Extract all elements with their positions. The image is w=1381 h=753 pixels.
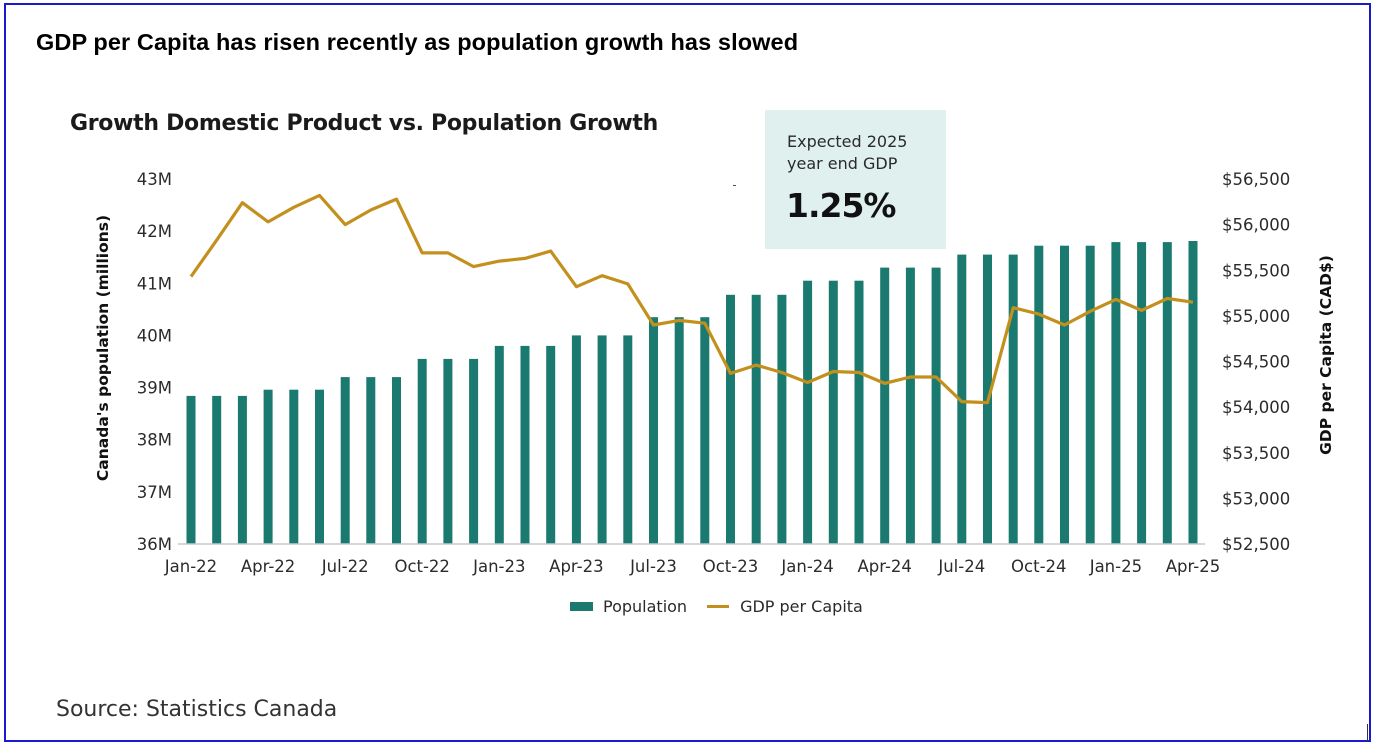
population-bar-apr-25: [1188, 241, 1198, 544]
legend: Population GDP per Capita: [570, 595, 863, 617]
population-bar-aug-22: [366, 377, 376, 544]
x-tick-label: Oct-24: [1011, 557, 1066, 576]
population-bar-mar-22: [237, 395, 247, 544]
left-tick-label: 40M: [137, 326, 172, 345]
population-bar-apr-24: [880, 267, 890, 544]
population-bars: [186, 241, 1198, 544]
callout-value: 1.25%: [786, 186, 896, 225]
x-tick-label: Jan-25: [1089, 557, 1142, 576]
right-tick-label: $54,500: [1222, 353, 1290, 372]
population-bar-may-23: [597, 335, 607, 544]
left-tick-label: 43M: [137, 170, 172, 189]
legend-swatch-gdp: [707, 604, 730, 608]
population-bar-apr-23: [571, 335, 581, 544]
right-tick-label: $53,000: [1222, 489, 1290, 508]
legend-swatch-population: [570, 601, 593, 611]
x-axis-ticks: Jan-22 Apr-22 Jul-22 Oct-22 Jan-23 Apr-23 Jul-…: [164, 557, 1220, 576]
population-bar-dec-24: [1085, 245, 1095, 544]
population-bar-sep-24: [1008, 254, 1018, 544]
right-tick-label: $55,500: [1222, 261, 1290, 280]
x-tick-label: Jul-24: [937, 557, 985, 576]
legend-label-gdp: GDP per Capita: [740, 596, 863, 616]
population-bar-jul-22: [340, 377, 350, 544]
population-bar-jan-22: [186, 395, 196, 544]
right-tick-label: $53,500: [1222, 444, 1290, 463]
right-tick-label: $56,500: [1222, 170, 1290, 189]
x-tick-label: Apr-24: [857, 557, 911, 576]
right-tick-label: $55,000: [1222, 307, 1290, 326]
left-tick-label: 41M: [137, 274, 172, 293]
population-bar-jul-24: [957, 254, 967, 544]
left-tick-label: 38M: [137, 431, 172, 450]
population-bar-oct-24: [1034, 245, 1044, 544]
population-bar-apr-22: [263, 389, 273, 544]
gdp-forecast-callout: Expected 2025 year end GDP 1.25%: [765, 110, 946, 249]
population-bar-feb-24: [828, 280, 838, 544]
population-bar-dec-23: [777, 294, 787, 544]
gdp-per-capita-line: [189, 193, 1194, 405]
x-tick-label: Jul-22: [321, 557, 369, 576]
population-bar-may-24: [905, 267, 915, 544]
population-bar-jul-23: [649, 317, 658, 544]
text-cursor-mark: [1367, 724, 1368, 741]
x-tick-label: Jan-23: [472, 557, 525, 576]
population-bar-feb-25: [1137, 242, 1147, 544]
population-bar-nov-23: [751, 294, 761, 544]
left-tick-label: 36M: [137, 535, 172, 554]
population-bar-mar-25: [1162, 242, 1172, 544]
population-bar-jun-24: [931, 267, 941, 544]
legend-label-population: Population: [603, 596, 688, 616]
x-tick-label: Apr-25: [1166, 557, 1220, 576]
population-bar-dec-22: [469, 358, 479, 544]
population-bar-feb-23: [520, 345, 530, 544]
x-tick-label: Jan-24: [780, 557, 833, 576]
right-tick-label: $52,500: [1222, 535, 1290, 554]
left-tick-label: 39M: [137, 379, 172, 398]
x-tick-label: Apr-22: [241, 557, 295, 576]
callout-label: Expected 2025 year end GDP: [787, 131, 907, 175]
population-bar-jan-24: [803, 280, 813, 544]
left-tick-label: 37M: [137, 483, 172, 502]
population-bar-jan-23: [494, 345, 504, 544]
right-axis-ticks: $52,500 $53,000 $53,500 $54,000 $54,500 $55,0…: [1222, 170, 1290, 554]
callout-label-line-2: year end GDP: [787, 154, 898, 173]
population-bar-jun-22: [315, 389, 324, 544]
x-tick-label: Oct-22: [394, 557, 449, 576]
x-tick-label: Apr-23: [549, 557, 603, 576]
chart-title: Growth Domestic Product vs. Population G…: [70, 111, 658, 136]
population-bar-sep-22: [392, 377, 401, 544]
x-tick-label: Jan-22: [164, 557, 217, 576]
source-note: Source: Statistics Canada: [56, 697, 338, 722]
population-bar-feb-22: [212, 395, 222, 544]
right-tick-label: $54,000: [1222, 398, 1290, 417]
x-tick-label: Oct-23: [703, 557, 758, 576]
population-bar-oct-23: [726, 294, 735, 544]
population-bar-sep-23: [700, 317, 710, 544]
population-bar-may-22: [289, 389, 299, 544]
right-axis-title: GDP per Capita (CAD$): [1317, 255, 1335, 455]
left-axis-ticks: 36M 37M 38M 39M 40M 41M 42M 43M: [137, 170, 172, 554]
population-bar-aug-23: [674, 317, 684, 544]
x-tick-label: Jul-23: [629, 557, 677, 576]
population-bar-mar-23: [546, 345, 556, 544]
population-bar-jun-23: [623, 335, 633, 544]
left-tick-label: 42M: [137, 222, 172, 241]
right-tick-label: $56,000: [1222, 216, 1290, 235]
left-axis-title: Canada's population (millions): [94, 215, 112, 481]
population-bar-jan-25: [1111, 242, 1121, 544]
population-bar-nov-24: [1060, 245, 1069, 544]
population-bar-nov-22: [443, 358, 453, 544]
stray-mark: [733, 185, 736, 186]
population-bar-oct-22: [417, 358, 427, 544]
headline: GDP per Capita has risen recently as pop…: [36, 29, 799, 55]
population-bar-mar-24: [854, 280, 864, 544]
callout-label-line-1: Expected 2025: [787, 132, 908, 151]
